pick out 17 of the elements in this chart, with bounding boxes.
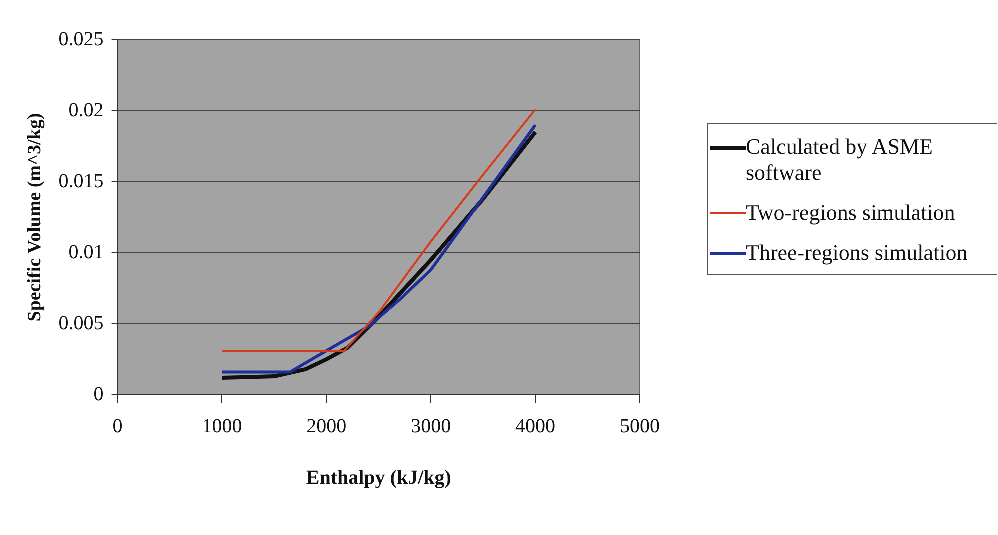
y-tick-label: 0 bbox=[94, 383, 104, 406]
x-axis-title: Enthalpy (kJ/kg) bbox=[306, 467, 452, 490]
legend-label: Two-regions simulation bbox=[746, 200, 956, 226]
y-tick-label: 0.005 bbox=[58, 312, 104, 334]
x-tick-label: 1000 bbox=[202, 415, 242, 438]
x-tick-label: 3000 bbox=[411, 415, 452, 438]
y-tick-label: 0.015 bbox=[58, 170, 104, 192]
y-axis-title: Specific Volume (m^3/kg) bbox=[24, 113, 46, 322]
y-tick-label: 0.025 bbox=[58, 28, 104, 50]
y-tick-label: 0.02 bbox=[68, 99, 104, 122]
legend-label: Calculated by ASME software bbox=[746, 134, 934, 186]
legend-label: Three-regions simulation bbox=[746, 240, 968, 266]
x-tick-label: 4000 bbox=[516, 415, 556, 438]
y-tick-label: 0.01 bbox=[68, 241, 104, 264]
x-tick-label: 5000 bbox=[620, 415, 660, 438]
x-tick-label: 0 bbox=[112, 415, 123, 438]
x-tick-label: 2000 bbox=[306, 415, 347, 438]
